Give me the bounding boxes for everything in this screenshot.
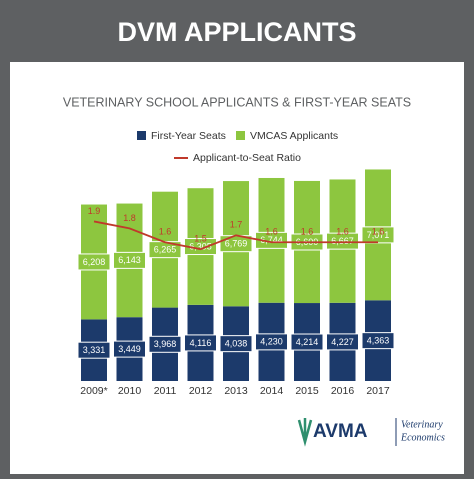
logo-text: AVMA — [313, 421, 368, 442]
value-label-box — [326, 232, 359, 250]
legend-label: VMCAS Applicants — [250, 130, 338, 142]
plot: 2009* 2010 2011 2012 2013 2014 2015 2016 2017 3,3… — [77, 169, 395, 397]
ratio-label: 1.6 — [159, 227, 172, 237]
value-label: 6,208 — [83, 257, 106, 267]
x-tick-label: 2013 — [224, 385, 248, 397]
value-label-box — [77, 253, 111, 271]
logo: AVMA Veterinary Economics — [297, 418, 445, 447]
value-label: 6,744 — [260, 235, 283, 245]
value-label: 7,071 — [367, 230, 390, 240]
value-label-box — [361, 332, 395, 350]
value-label: 4,227 — [331, 337, 354, 347]
ratio-label: 1.6 — [265, 227, 278, 237]
x-tick-label: 2017 — [366, 385, 390, 397]
legend-label: Applicant-to-Seat Ratio — [193, 152, 301, 164]
value-label-box — [184, 334, 217, 352]
x-tick-label: 2009* — [80, 385, 107, 397]
page-title: DVM APPLICANTS — [117, 17, 356, 47]
ratio-line — [93, 220, 378, 251]
value-label: 6,305 — [189, 241, 212, 251]
ratio-label: 1.5 — [194, 234, 207, 244]
value-label: 4,116 — [190, 338, 212, 348]
value-label-box — [113, 251, 146, 269]
value-label: 3,331 — [83, 345, 106, 355]
value-label: 6,265 — [154, 245, 177, 255]
x-tick-label: 2010 — [118, 385, 142, 397]
logo-tagline: Economics — [400, 432, 445, 443]
value-label-box — [326, 333, 359, 351]
x-tick-label: 2012 — [189, 385, 213, 397]
value-label: 4,363 — [367, 336, 390, 346]
logo-icon — [297, 418, 313, 447]
x-tick-label: 2014 — [260, 385, 284, 397]
logo-tagline: Veterinary — [401, 419, 443, 430]
ratio-label: 1.9 — [88, 206, 101, 216]
value-label: 4,214 — [296, 337, 319, 347]
value-label: 6,143 — [118, 255, 141, 265]
value-label-box — [219, 335, 253, 353]
value-label-box — [148, 335, 182, 353]
value-label-box — [77, 341, 111, 359]
x-tick-label: 2016 — [331, 385, 355, 397]
value-label: 4,230 — [260, 337, 283, 347]
legend-swatch — [137, 131, 146, 140]
x-tick-label: 2015 — [295, 385, 319, 397]
x-tick-label: 2011 — [154, 385, 177, 397]
ratio-label: 1.7 — [230, 220, 243, 230]
value-label: 4,038 — [225, 339, 248, 349]
value-label: 3,449 — [118, 344, 141, 354]
legend: First-Year Seats VMCAS Applicants Applic… — [137, 130, 338, 164]
value-label: 3,968 — [154, 339, 177, 349]
ratio-label: 1.8 — [123, 213, 136, 223]
value-label-box — [255, 333, 288, 351]
value-label-box — [113, 340, 146, 358]
ratio-label: 1.6 — [301, 227, 314, 237]
value-label-box — [255, 231, 288, 249]
ratio-label: 1.6 — [372, 227, 385, 237]
legend-label: First-Year Seats — [151, 130, 226, 142]
value-label: 6,667 — [331, 236, 354, 246]
ratio-label: 1.6 — [336, 227, 349, 237]
chart-title: VETERINARY SCHOOL APPLICANTS & FIRST-YEA… — [63, 95, 411, 109]
value-label: 6,769 — [225, 239, 248, 249]
legend-swatch — [236, 131, 245, 140]
value-label-box — [290, 333, 324, 351]
